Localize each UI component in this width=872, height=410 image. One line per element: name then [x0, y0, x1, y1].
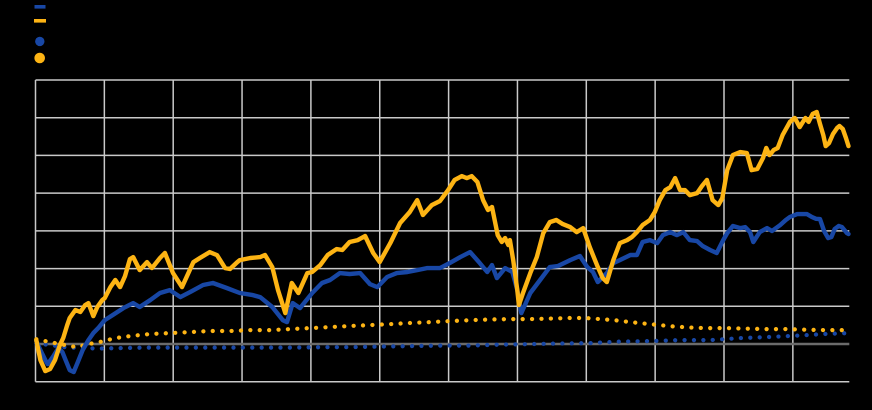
series-line-solid-blue: [34, 211, 851, 375]
plot-area: [34, 79, 851, 383]
series-lines: [34, 109, 851, 375]
legend: [34, 5, 46, 64]
legend-marker-solid-orange-dash: [34, 19, 46, 23]
legend-marker-solid-blue-dash: [34, 5, 46, 9]
series-line-dotted-blue: [34, 331, 851, 351]
gridlines: [34, 79, 850, 383]
legend-marker-dotted-blue-dot: [35, 36, 45, 47]
legend-marker-dotted-orange-dot: [34, 52, 45, 64]
series-line-dotted-orange: [34, 315, 851, 350]
series-line-solid-orange: [34, 109, 851, 374]
